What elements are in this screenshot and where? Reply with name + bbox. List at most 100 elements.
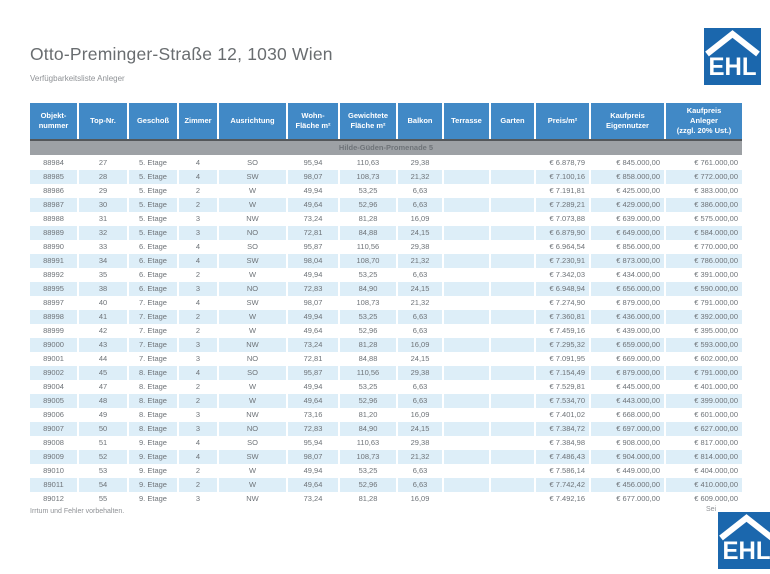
- cell-terrasse: [443, 240, 490, 254]
- column-header-terrasse: Terrasse: [443, 103, 490, 140]
- cell-balkon: 16,09: [397, 212, 443, 226]
- cell-wohnflaeche: 98,07: [287, 296, 339, 310]
- cell-kaufpreis_eigennutzer: € 443.000,00: [590, 394, 665, 408]
- cell-ausrichtung: NW: [218, 492, 287, 506]
- cell-objektnummer: 89001: [30, 352, 78, 366]
- ehl-house-icon: EHL: [718, 512, 770, 569]
- cell-terrasse: [443, 282, 490, 296]
- column-header-wohnflaeche: Wohn- Fläche m²: [287, 103, 339, 140]
- cell-kaufpreis_anleger: € 609.000,00: [665, 492, 742, 506]
- cell-gewichtete_flaeche: 84,88: [339, 226, 397, 240]
- cell-balkon: 21,32: [397, 254, 443, 268]
- cell-wohnflaeche: 98,04: [287, 254, 339, 268]
- cell-garten: [490, 296, 535, 310]
- cell-wohnflaeche: 73,24: [287, 212, 339, 226]
- cell-gewichtete_flaeche: 110,56: [339, 240, 397, 254]
- ehl-logo: EHL: [704, 28, 761, 85]
- cell-geschoss: 5. Etage: [128, 212, 178, 226]
- cell-ausrichtung: W: [218, 478, 287, 492]
- cell-gewichtete_flaeche: 108,73: [339, 296, 397, 310]
- cell-wohnflaeche: 49,94: [287, 380, 339, 394]
- cell-kaufpreis_eigennutzer: € 879.000,00: [590, 296, 665, 310]
- cell-kaufpreis_eigennutzer: € 649.000,00: [590, 226, 665, 240]
- cell-balkon: 24,15: [397, 282, 443, 296]
- cell-kaufpreis_anleger: € 601.000,00: [665, 408, 742, 422]
- cell-preis_m2: € 6.964,54: [535, 240, 590, 254]
- cell-zimmer: 3: [178, 352, 218, 366]
- cell-kaufpreis_eigennutzer: € 668.000,00: [590, 408, 665, 422]
- cell-zimmer: 2: [178, 380, 218, 394]
- cell-terrasse: [443, 408, 490, 422]
- cell-gewichtete_flaeche: 53,25: [339, 268, 397, 282]
- cell-zimmer: 3: [178, 422, 218, 436]
- cell-terrasse: [443, 212, 490, 226]
- cell-objektnummer: 88986: [30, 184, 78, 198]
- cell-wohnflaeche: 98,07: [287, 450, 339, 464]
- cell-kaufpreis_eigennutzer: € 879.000,00: [590, 366, 665, 380]
- cell-kaufpreis_eigennutzer: € 456.000,00: [590, 478, 665, 492]
- page-subtitle: Verfügbarkeitsliste Anleger: [30, 74, 125, 83]
- cell-objektnummer: 88999: [30, 324, 78, 338]
- cell-gewichtete_flaeche: 110,56: [339, 366, 397, 380]
- cell-garten: [490, 184, 535, 198]
- cell-gewichtete_flaeche: 81,28: [339, 492, 397, 506]
- cell-balkon: 29,38: [397, 240, 443, 254]
- cell-gewichtete_flaeche: 53,25: [339, 184, 397, 198]
- ehl-house-icon: EHL: [704, 28, 761, 85]
- cell-kaufpreis_eigennutzer: € 425.000,00: [590, 184, 665, 198]
- cell-terrasse: [443, 156, 490, 171]
- cell-geschoss: 8. Etage: [128, 366, 178, 380]
- cell-top_nr: 31: [78, 212, 128, 226]
- cell-garten: [490, 492, 535, 506]
- cell-gewichtete_flaeche: 108,70: [339, 254, 397, 268]
- cell-geschoss: 7. Etage: [128, 296, 178, 310]
- cell-balkon: 16,09: [397, 408, 443, 422]
- cell-geschoss: 6. Etage: [128, 254, 178, 268]
- cell-objektnummer: 89000: [30, 338, 78, 352]
- cell-zimmer: 4: [178, 170, 218, 184]
- cell-preis_m2: € 7.100,16: [535, 170, 590, 184]
- cell-balkon: 6,63: [397, 310, 443, 324]
- cell-preis_m2: € 7.384,72: [535, 422, 590, 436]
- cell-zimmer: 2: [178, 464, 218, 478]
- cell-terrasse: [443, 338, 490, 352]
- cell-gewichtete_flaeche: 81,28: [339, 212, 397, 226]
- cell-wohnflaeche: 72,83: [287, 282, 339, 296]
- availability-table: Objekt- nummer Top-Nr. Geschoß Zimmer Au…: [30, 103, 742, 506]
- cell-gewichtete_flaeche: 53,25: [339, 310, 397, 324]
- cell-garten: [490, 436, 535, 450]
- cell-wohnflaeche: 49,64: [287, 324, 339, 338]
- cell-garten: [490, 170, 535, 184]
- cell-ausrichtung: SW: [218, 450, 287, 464]
- cell-ausrichtung: SO: [218, 240, 287, 254]
- cell-garten: [490, 268, 535, 282]
- column-header-preis-m2: Preis/m²: [535, 103, 590, 140]
- column-header-zimmer: Zimmer: [178, 103, 218, 140]
- cell-top_nr: 38: [78, 282, 128, 296]
- cell-preis_m2: € 7.360,81: [535, 310, 590, 324]
- cell-objektnummer: 88985: [30, 170, 78, 184]
- cell-objektnummer: 88989: [30, 226, 78, 240]
- cell-top_nr: 41: [78, 310, 128, 324]
- cell-balkon: 21,32: [397, 170, 443, 184]
- cell-geschoss: 9. Etage: [128, 464, 178, 478]
- cell-wohnflaeche: 49,64: [287, 394, 339, 408]
- cell-geschoss: 7. Etage: [128, 324, 178, 338]
- cell-kaufpreis_eigennutzer: € 845.000,00: [590, 156, 665, 171]
- cell-kaufpreis_anleger: € 401.000,00: [665, 380, 742, 394]
- cell-ausrichtung: NO: [218, 226, 287, 240]
- cell-kaufpreis_eigennutzer: € 434.000,00: [590, 268, 665, 282]
- cell-zimmer: 2: [178, 310, 218, 324]
- cell-terrasse: [443, 170, 490, 184]
- cell-zimmer: 3: [178, 408, 218, 422]
- cell-ausrichtung: W: [218, 380, 287, 394]
- column-header-geschoss: Geschoß: [128, 103, 178, 140]
- cell-top_nr: 35: [78, 268, 128, 282]
- cell-zimmer: 3: [178, 282, 218, 296]
